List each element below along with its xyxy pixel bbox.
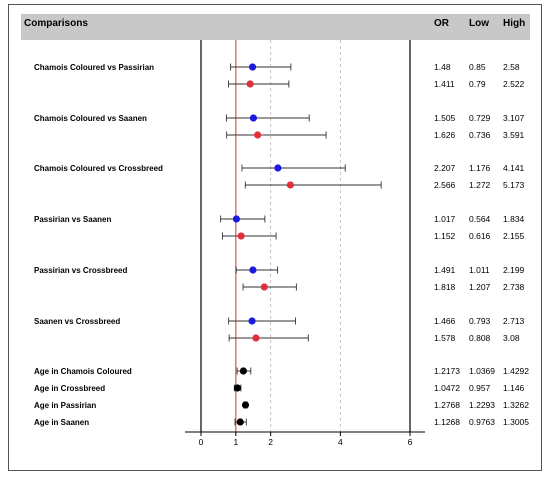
or-value: 1.578 (434, 333, 456, 343)
point-estimate (248, 63, 257, 71)
or-value: 1.0472 (434, 383, 460, 393)
low-value: 1.011 (469, 265, 490, 275)
or-value: 1.1268 (434, 417, 460, 427)
point-estimate (252, 334, 260, 342)
high-value: 5.173 (503, 180, 525, 190)
low-value: 0.729 (469, 113, 491, 123)
group-label: Saanen vs Crossbreed (34, 317, 120, 326)
high-value: 3.591 (503, 130, 525, 140)
low-value: 0.957 (469, 383, 491, 393)
high-value: 1.146 (503, 383, 525, 393)
low-value: 0.79 (469, 79, 486, 89)
or-value: 1.491 (434, 265, 456, 275)
header-high: High (503, 18, 525, 29)
low-value: 1.0369 (469, 366, 495, 376)
low-value: 0.616 (469, 231, 491, 241)
point-estimate (246, 80, 254, 88)
x-tick-label: 6 (408, 437, 413, 447)
header-or: OR (434, 18, 450, 29)
low-value: 0.736 (469, 130, 491, 140)
point-estimate (254, 131, 262, 139)
header-band (21, 14, 530, 40)
group-label: Passirian vs Crossbreed (34, 266, 127, 275)
or-value: 1.626 (434, 130, 456, 140)
or-value: 1.411 (434, 79, 455, 89)
high-value: 2.199 (503, 265, 525, 275)
or-value: 1.505 (434, 113, 456, 123)
age-label: Age in Chamois Coloured (34, 367, 132, 376)
low-value: 0.808 (469, 333, 491, 343)
high-value: 3.08 (503, 333, 520, 343)
or-value: 1.152 (434, 231, 456, 241)
high-value: 2.58 (503, 62, 520, 72)
or-value: 1.2173 (434, 366, 460, 376)
high-value: 2.713 (503, 316, 525, 326)
or-value: 2.207 (434, 163, 456, 173)
low-value: 1.176 (469, 163, 491, 173)
group-label: Passirian vs Saanen (34, 215, 111, 224)
point-estimate (249, 114, 258, 122)
high-value: 2.522 (503, 79, 525, 89)
or-value: 1.2768 (434, 400, 460, 410)
high-value: 1.3262 (503, 400, 529, 410)
x-tick-label: 2 (268, 437, 273, 447)
point-estimate (248, 317, 256, 325)
chart-frame (8, 4, 542, 471)
high-value: 2.738 (503, 282, 525, 292)
point-estimate (260, 283, 268, 291)
point-estimate (237, 232, 245, 240)
low-value: 0.85 (469, 62, 486, 72)
header-low: Low (469, 18, 489, 29)
low-value: 1.2293 (469, 400, 495, 410)
point-estimate (286, 181, 294, 189)
low-value: 1.207 (469, 282, 491, 292)
point-estimate (233, 384, 242, 392)
group-label: Chamois Coloured vs Saanen (34, 114, 147, 123)
group-label: Chamois Coloured vs Crossbreed (34, 164, 163, 173)
high-value: 2.155 (503, 231, 525, 241)
high-value: 3.107 (503, 113, 525, 123)
high-value: 1.4292 (503, 366, 529, 376)
or-value: 2.566 (434, 180, 456, 190)
x-tick-label: 1 (233, 437, 238, 447)
point-estimate (241, 401, 250, 409)
or-value: 1.017 (434, 214, 456, 224)
or-value: 1.48 (434, 62, 451, 72)
or-value: 1.818 (434, 282, 456, 292)
rows-layer: Chamois Coloured vs Passirian 1.48 0.85 2.5… (34, 62, 529, 427)
low-value: 0.9763 (469, 417, 495, 427)
x-tick-label: 0 (199, 437, 204, 447)
high-value: 1.3005 (503, 417, 529, 427)
point-estimate (236, 418, 244, 426)
group-label: Chamois Coloured vs Passirian (34, 63, 154, 72)
high-value: 1.834 (503, 214, 525, 224)
point-estimate (232, 215, 241, 223)
grid-layer (200, 40, 411, 432)
age-label: Age in Crossbreed (34, 384, 105, 393)
age-label: Age in Saanen (34, 418, 89, 427)
x-axis: 0 1 2 4 6 (185, 431, 425, 447)
age-label: Age in Passirian (34, 401, 96, 410)
point-estimate (239, 367, 248, 375)
low-value: 1.272 (469, 180, 491, 190)
x-tick-label: 4 (338, 437, 343, 447)
point-estimate (249, 266, 257, 274)
low-value: 0.793 (469, 316, 491, 326)
high-value: 4.141 (503, 163, 525, 173)
or-value: 1.466 (434, 316, 456, 326)
point-estimate (274, 164, 282, 172)
low-value: 0.564 (469, 214, 491, 224)
header-title: Comparisons (24, 18, 88, 29)
